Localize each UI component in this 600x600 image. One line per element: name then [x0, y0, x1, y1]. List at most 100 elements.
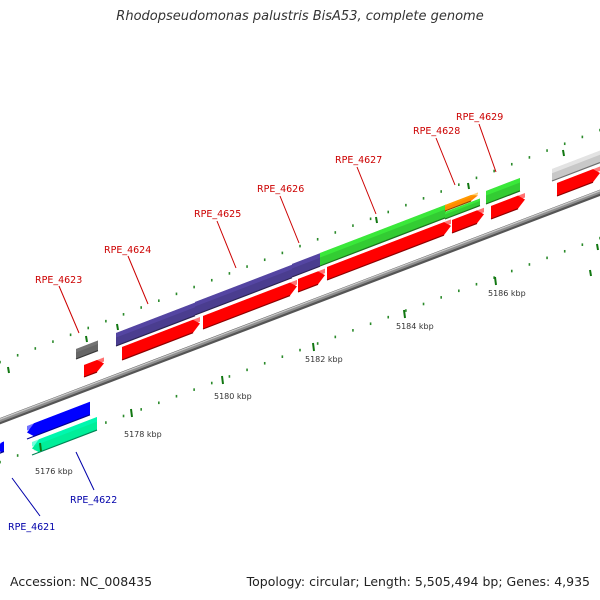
leader-line: [11, 477, 41, 517]
cds-rpe4627-arrow[interactable]: [326, 219, 451, 281]
inner-scale-dot: [0, 460, 1, 464]
gene-label-text: RPE_4622: [70, 495, 117, 506]
outer-scale-dot: [387, 210, 390, 214]
gene-label-rpe4626[interactable]: RPE_4626: [257, 184, 304, 244]
cds-rpe4628-arrow[interactable]: [451, 207, 484, 234]
outer-scale-dot: [546, 149, 548, 152]
cds-rpe4626-arrow[interactable]: [297, 268, 325, 293]
gene-rpe4623-block[interactable]: [75, 340, 99, 360]
outer-scale-dot: [122, 313, 125, 316]
cds-gray-arrow[interactable]: [556, 166, 600, 197]
outer-scale-dot: [263, 258, 266, 262]
tick-label: 5180 kbp: [214, 392, 252, 401]
gene-label-text: RPE_4623: [35, 275, 82, 286]
leader-line: [478, 123, 497, 173]
gene-rpe4628-green-block[interactable]: [444, 198, 481, 220]
inner-scale-dot: [546, 256, 548, 260]
leader-line: [356, 166, 377, 215]
scale-ticks: 5176 kbp 5178 kbp 5180 kbp 5182 kbp 5184 kbp…: [7, 149, 599, 476]
gene-label-text: RPE_4625: [194, 209, 241, 220]
major-tick: [403, 309, 406, 319]
gene-label-rpe4622[interactable]: RPE_4622: [70, 451, 117, 506]
gene-rpe4629-block[interactable]: [485, 177, 521, 205]
gene-label-text: RPE_4628: [413, 126, 460, 137]
inner-scale-dot: [405, 309, 407, 312]
leader-line: [75, 451, 95, 491]
outer-scale-dot: [0, 360, 1, 364]
topology-text: Topology: circular; Length: 5,505,494 bp…: [246, 574, 590, 589]
inner-scale-dot: [563, 249, 566, 253]
outer-scale-dot: [52, 340, 54, 343]
minor-tick: [562, 149, 565, 157]
gene-rpe4628-orange-block[interactable]: [444, 192, 478, 212]
minor-tick: [589, 269, 592, 277]
major-tick: [494, 276, 497, 286]
leader-line: [127, 255, 149, 305]
outer-scale-dot: [528, 156, 531, 159]
outer-scale-dot: [140, 306, 142, 309]
inner-scale-dot: [246, 368, 248, 372]
inner-scale-dot: [581, 243, 584, 246]
leader-line: [279, 195, 300, 244]
outer-scale-dot: [210, 278, 213, 282]
outer-scale-dot: [34, 347, 37, 350]
gene-rpe4627-block[interactable]: [319, 204, 447, 267]
outer-scale-dot: [334, 231, 337, 234]
gene-label-text: RPE_4629: [456, 112, 503, 123]
outer-scale-dot: [352, 224, 354, 227]
minor-tick: [467, 182, 470, 190]
major-tick: [312, 342, 315, 352]
gene-label-rpe4621[interactable]: RPE_4621: [8, 477, 55, 533]
tick-label: 5178 kbp: [124, 430, 162, 439]
outer-scale-dot: [69, 333, 72, 337]
outer-scale-dot: [493, 169, 495, 173]
inner-scale-dot: [352, 329, 354, 332]
map-title: Rhodopseudomonas palustris BisA53, compl…: [116, 9, 484, 24]
outer-scale-dot: [193, 285, 195, 289]
gene-label-rpe4628[interactable]: RPE_4628: [413, 126, 460, 186]
inner-scale-dot: [528, 263, 531, 266]
gene-rpe4622-block[interactable]: [26, 401, 91, 440]
gene-rpe4625-block[interactable]: [194, 264, 293, 316]
cds-rpe4629-arrow[interactable]: [490, 192, 525, 220]
cds-rpe4624-arrow[interactable]: [121, 317, 200, 361]
major-tick: [221, 375, 224, 385]
gene-rpe4621-block[interactable]: [0, 441, 5, 455]
cds-rpe4622-arrow[interactable]: [31, 417, 98, 456]
gene-label-rpe4625[interactable]: RPE_4625: [194, 209, 241, 269]
outer-scale-dot: [422, 197, 425, 200]
outer-scale-dot: [369, 217, 372, 221]
outer-scale-dot: [158, 299, 160, 302]
cds-rpe4623-arrow[interactable]: [83, 357, 104, 378]
inner-scale-dot: [158, 401, 160, 405]
gene-label-rpe4627[interactable]: RPE_4627: [335, 155, 382, 215]
gene-gray-block[interactable]: [551, 150, 600, 182]
outer-scale-dot: [87, 326, 90, 330]
gene-label-rpe4623[interactable]: RPE_4623: [35, 275, 82, 334]
gene-label-text: RPE_4627: [335, 155, 382, 166]
gene-rpe4626-block[interactable]: [291, 253, 321, 278]
minor-tick: [375, 216, 378, 224]
outer-scale-dot: [563, 142, 566, 146]
gene-rpe4624-block[interactable]: [115, 302, 196, 347]
minor-tick: [116, 323, 119, 331]
inner-scale-dot: [369, 322, 372, 326]
outer-scale-dot: [405, 203, 407, 207]
accession-text: Accession: NC_008435: [10, 574, 153, 589]
minor-tick: [7, 366, 10, 374]
inner-scale-dot: [440, 296, 442, 299]
inner-scale-dot: [228, 375, 231, 378]
cds-rpe4625-arrow[interactable]: [202, 279, 297, 330]
inner-scale-dot: [263, 361, 266, 365]
inner-scale-dot: [175, 394, 178, 398]
gene-label-rpe4624[interactable]: RPE_4624: [104, 245, 151, 305]
tick-label: 5184 kbp: [396, 322, 434, 331]
gene-label-rpe4629[interactable]: RPE_4629: [456, 112, 503, 173]
outer-scale-dot: [440, 190, 442, 193]
inner-scale-dot: [334, 335, 337, 339]
genome-backbone: [0, 189, 600, 425]
leader-line: [216, 220, 237, 269]
inner-scale-dot: [16, 454, 19, 457]
major-tick: [39, 442, 42, 452]
